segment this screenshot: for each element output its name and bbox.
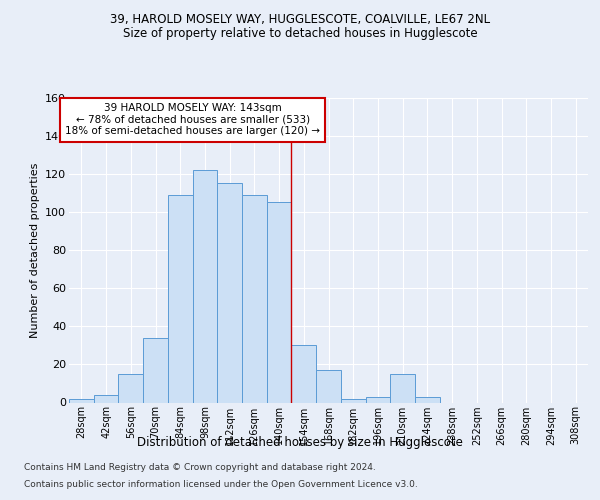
- Bar: [267, 202, 292, 402]
- Bar: [242, 194, 267, 402]
- Text: Contains public sector information licensed under the Open Government Licence v3: Contains public sector information licen…: [24, 480, 418, 489]
- Bar: [390, 374, 415, 402]
- Text: 39 HAROLD MOSELY WAY: 143sqm
← 78% of detached houses are smaller (533)
18% of s: 39 HAROLD MOSELY WAY: 143sqm ← 78% of de…: [65, 103, 320, 136]
- Bar: [292, 346, 316, 403]
- Bar: [316, 370, 341, 402]
- Bar: [193, 170, 217, 402]
- Bar: [118, 374, 143, 402]
- Y-axis label: Number of detached properties: Number of detached properties: [29, 162, 40, 338]
- Bar: [69, 398, 94, 402]
- Text: Distribution of detached houses by size in Hugglescote: Distribution of detached houses by size …: [137, 436, 463, 449]
- Text: Size of property relative to detached houses in Hugglescote: Size of property relative to detached ho…: [122, 28, 478, 40]
- Bar: [341, 398, 365, 402]
- Bar: [217, 184, 242, 402]
- Bar: [94, 395, 118, 402]
- Text: 39, HAROLD MOSELY WAY, HUGGLESCOTE, COALVILLE, LE67 2NL: 39, HAROLD MOSELY WAY, HUGGLESCOTE, COAL…: [110, 12, 490, 26]
- Bar: [143, 338, 168, 402]
- Bar: [365, 397, 390, 402]
- Text: Contains HM Land Registry data © Crown copyright and database right 2024.: Contains HM Land Registry data © Crown c…: [24, 464, 376, 472]
- Bar: [415, 397, 440, 402]
- Bar: [168, 194, 193, 402]
